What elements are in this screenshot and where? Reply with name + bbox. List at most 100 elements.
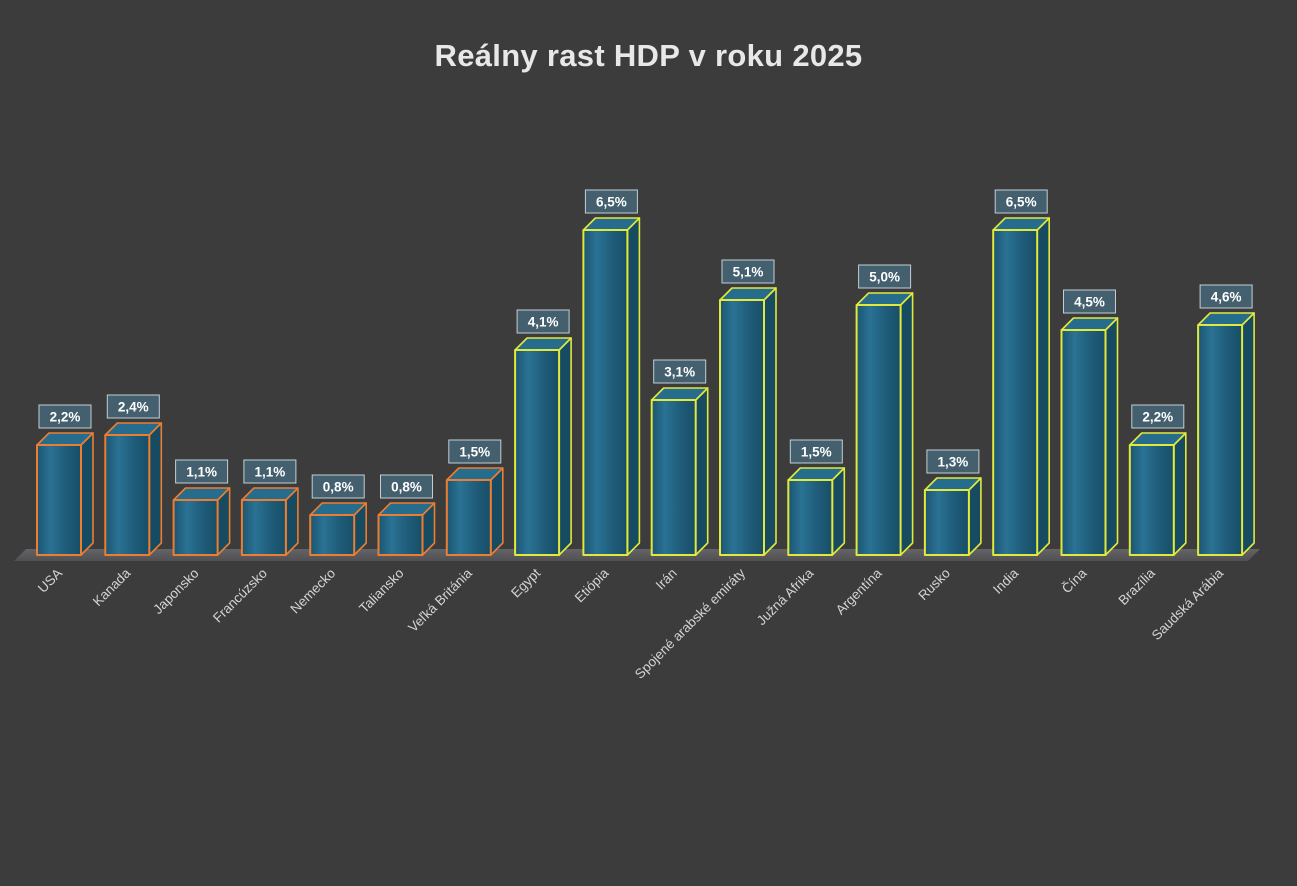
value-label-box (38, 404, 92, 429)
category-label: Saudská Arábia (1149, 565, 1227, 643)
value-label: 1,1% (255, 465, 286, 480)
category-label: Brazília (1115, 565, 1158, 608)
bar-side-face (763, 287, 777, 556)
bar-front-face (172, 499, 219, 556)
bar-side-face (489, 467, 504, 556)
bar-rusko: 1,3% Rusko (915, 449, 982, 604)
bar-front-face (240, 499, 287, 556)
bar-side-face (626, 217, 641, 556)
bar-front-face (514, 349, 561, 556)
bar-side-face (558, 337, 572, 556)
bar-side-face (899, 292, 914, 556)
category-label: Kanada (90, 565, 134, 609)
bar-side-face (1241, 312, 1255, 556)
bar-front-face (1197, 324, 1244, 556)
value-label-box (243, 459, 297, 484)
bar-india: 6,5% India (990, 189, 1050, 597)
bar-kanada: 2,4% Kanada (90, 394, 163, 609)
bar-side-face (1173, 432, 1187, 556)
bar-argentina: 5,0% Argentína (833, 264, 914, 618)
value-label-box (653, 359, 707, 384)
category-label: Južná Afrika (754, 565, 817, 628)
category-label: Francúzsko (210, 566, 270, 626)
category-label: Etiópia (572, 565, 612, 605)
bar-front-face (650, 399, 697, 556)
bar-side-face (694, 387, 709, 556)
value-label: 1,1% (186, 465, 217, 480)
value-label: 2,2% (1142, 410, 1173, 425)
value-label: 1,5% (459, 445, 490, 460)
value-label: 5,0% (869, 270, 900, 285)
category-label: Čína (1059, 565, 1090, 596)
bar-taliansko: 0,8% Taliansko (356, 474, 436, 616)
value-label-box (448, 439, 502, 464)
value-label-box (584, 189, 638, 214)
value-label: 1,3% (938, 455, 969, 470)
value-label-box (516, 309, 570, 334)
category-label: India (990, 565, 1022, 597)
bar-side-face (1104, 317, 1119, 556)
bar-side-face (968, 477, 982, 556)
bar-etiopia: 6,5% Etiópia (572, 189, 641, 605)
bar-japonsko: 1,1% Japonsko (150, 459, 231, 617)
bar-front-face (992, 229, 1039, 556)
value-label: 6,5% (1006, 195, 1037, 210)
value-label-box (380, 474, 433, 499)
bar-front-face (582, 229, 629, 556)
value-label-box (1063, 289, 1116, 314)
value-label: 4,6% (1211, 290, 1242, 305)
value-label-box (789, 439, 843, 464)
category-label: Veľká Británia (405, 565, 475, 635)
category-label: USA (35, 566, 65, 596)
value-label: 5,1% (733, 265, 764, 280)
category-label: Japonsko (150, 566, 201, 617)
value-label: 0,8% (391, 480, 422, 495)
value-label-box (1131, 404, 1185, 429)
bar-brazilia: 2,2% Brazília (1115, 404, 1187, 608)
bar-side-face (1036, 217, 1050, 556)
value-label: 2,2% (50, 410, 81, 425)
bar-cina: 4,5% Čína (1059, 289, 1119, 596)
value-label-box (858, 264, 912, 289)
bar-side-face (831, 467, 846, 556)
bar-usa: 2,2% USA (35, 404, 94, 596)
bar-side-face (80, 432, 94, 556)
value-label-box (175, 459, 229, 484)
category-label: Taliansko (356, 566, 406, 616)
bar-nemecko: 0,8% Nemecko (287, 474, 368, 617)
category-label: Irán (653, 566, 680, 593)
category-label: Nemecko (287, 566, 338, 617)
value-label: 1,5% (801, 445, 832, 460)
bar-front-face (104, 434, 151, 556)
value-label: 4,1% (528, 315, 559, 330)
value-label-box (721, 259, 775, 284)
value-label-box (311, 474, 365, 499)
chart-title: Reálny rast HDP v roku 2025 (434, 38, 863, 73)
bar-front-face (787, 479, 834, 556)
bar-front-face (445, 479, 492, 556)
value-label: 2,4% (118, 400, 149, 415)
bar-iran: 3,1% Irán (650, 359, 709, 593)
bar-front-face (1060, 329, 1107, 556)
bar-front-face (855, 304, 902, 556)
category-label: Argentína (833, 565, 885, 617)
bar-side-face (148, 422, 163, 556)
bar-front-face (923, 489, 970, 556)
value-label-box (1199, 284, 1253, 309)
bar-front-face (1128, 444, 1175, 556)
value-label-box (994, 189, 1048, 214)
category-label: Rusko (915, 566, 953, 604)
category-label: Egypt (508, 565, 543, 600)
bar-front-face (36, 444, 82, 556)
category-label: Spojené arabské emiráty (632, 565, 748, 681)
bar-front-face (377, 514, 424, 556)
value-label: 0,8% (323, 480, 354, 495)
value-label: 6,5% (596, 195, 627, 210)
value-label-box (926, 449, 980, 474)
bar-front-face (719, 299, 765, 556)
bar-front-face (309, 514, 356, 556)
value-label: 4,5% (1074, 295, 1105, 310)
value-label: 3,1% (664, 365, 695, 380)
